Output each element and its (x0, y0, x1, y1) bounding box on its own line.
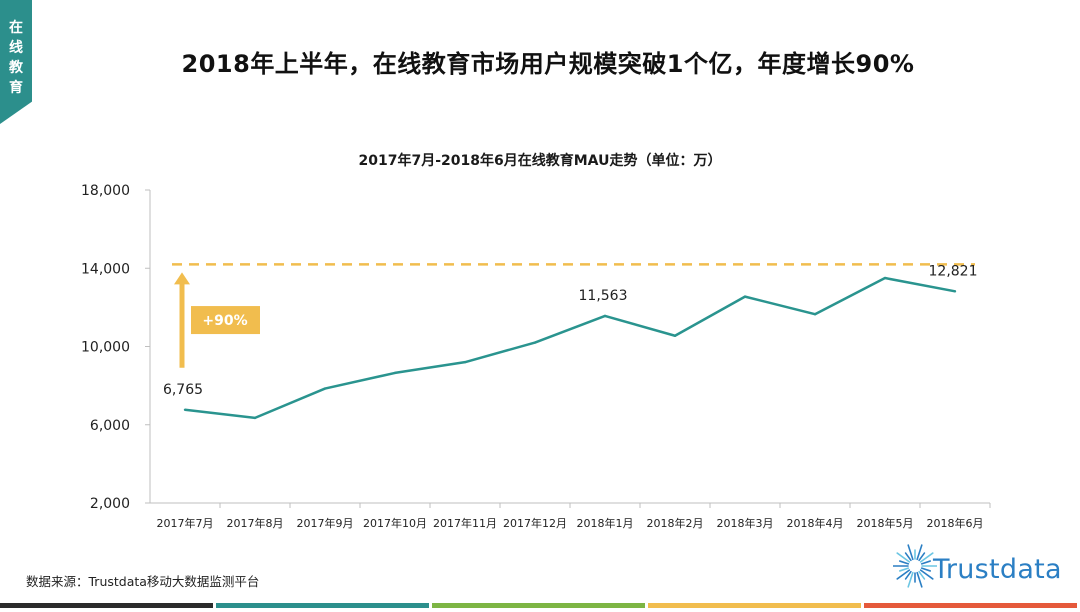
mau-data-point (603, 314, 607, 318)
mau-data-point (393, 371, 397, 375)
side-section-tag-label: 在线教育 (9, 20, 23, 96)
x-tick-label: 2017年9月 (297, 516, 354, 530)
side-section-tag: 在线教育 (0, 0, 32, 124)
x-tick-label: 2017年7月 (157, 516, 214, 530)
data-source-note: 数据来源：Trustdata移动大数据监测平台 (26, 574, 260, 589)
growth-badge (191, 306, 260, 335)
sunburst-ray (907, 571, 914, 588)
x-tick-label: 2017年8月 (227, 516, 284, 530)
mau-data-point (743, 295, 747, 298)
sunburst-ray (916, 571, 923, 588)
mau-series-line (184, 276, 956, 420)
growth-arrow-head (174, 272, 190, 285)
footer-color-segment (432, 603, 645, 608)
data-label: 11,563 (579, 288, 628, 304)
x-tick-label: 2018年5月 (857, 516, 914, 530)
mau-data-point (883, 276, 887, 280)
footer-color-segment (864, 603, 1077, 608)
data-label: 12,821 (929, 263, 978, 279)
sunburst-ray (898, 567, 910, 572)
mau-data-point (953, 290, 957, 293)
x-tick-label: 2017年11月 (433, 516, 497, 530)
sunburst-ray (896, 569, 911, 580)
sunburst-icon (893, 544, 937, 588)
mau-data-point (323, 387, 327, 390)
page-title: 2018年上半年，在线教育市场用户规模突破1个亿，年度增长90% (181, 50, 915, 78)
footer-color-bar (0, 603, 1080, 608)
y-tick-label: 6,000 (90, 418, 130, 434)
sunburst-ray (896, 552, 911, 563)
sunburst-ray (919, 552, 934, 563)
x-tick-label: 2017年10月 (363, 516, 427, 530)
mau-data-point (183, 408, 187, 411)
data-label: 6,765 (163, 382, 203, 398)
sunburst-ray (920, 567, 932, 572)
x-tick-label: 2017年12月 (503, 516, 567, 530)
y-tick-label: 2,000 (90, 496, 130, 512)
x-tick-label: 2018年2月 (647, 516, 704, 530)
sunburst-ray (920, 560, 932, 565)
mau-data-point (463, 360, 467, 364)
footer-color-segment (0, 603, 213, 608)
sunburst-ray (919, 569, 934, 580)
mau-data-point (813, 313, 817, 316)
x-tick-label: 2018年3月 (717, 516, 774, 530)
sunburst-ray (918, 552, 926, 562)
sunburst-ray (904, 570, 912, 580)
mau-data-point (253, 416, 257, 420)
chart-title: 2017年7月-2018年6月在线教育MAU走势（单位：万） (359, 152, 722, 169)
footer-color-segment (216, 603, 429, 608)
y-tick-label: 14,000 (81, 261, 130, 277)
trustdata-logo: Trustdata (893, 538, 1073, 594)
x-tick-label: 2018年4月 (787, 516, 844, 530)
x-tick-label: 2018年1月 (577, 516, 634, 530)
y-tick-label: 10,000 (81, 340, 130, 356)
x-tick-label: 2018年6月 (927, 516, 984, 530)
sunburst-ray (907, 544, 914, 561)
sunburst-ray (898, 560, 910, 565)
sunburst-ray (904, 552, 912, 562)
sunburst-ray (918, 570, 926, 580)
mau-data-point (673, 334, 677, 337)
sunburst-ray (916, 544, 923, 561)
footer-color-segment (648, 603, 861, 608)
brand-name: Trustdata (933, 554, 1062, 585)
mau-data-point (533, 341, 537, 344)
y-tick-label: 18,000 (81, 183, 130, 199)
growth-badge-label: +90% (202, 313, 247, 329)
